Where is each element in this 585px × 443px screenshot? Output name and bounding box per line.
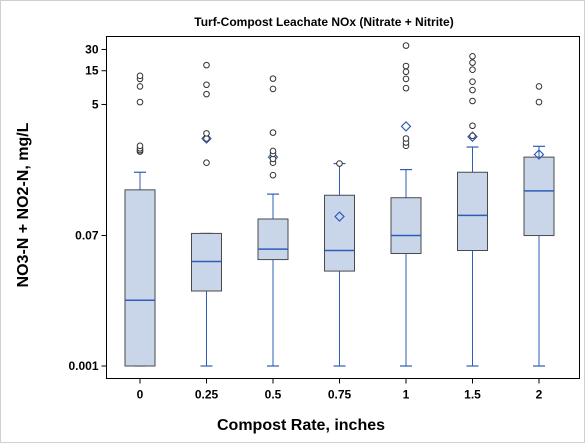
outlier-point (469, 122, 476, 130)
iqr-box (390, 197, 422, 255)
outlier-point (203, 130, 210, 137)
box-group-0.5 (257, 75, 289, 367)
outlier-point (469, 78, 476, 85)
y-tick-label: 5 (92, 97, 99, 111)
plot-area-frame (106, 36, 580, 379)
outlier-point (203, 90, 210, 98)
outlier-point (203, 61, 210, 69)
outlier-point (269, 171, 277, 179)
outlier-point (136, 98, 144, 106)
outlier-point (402, 135, 410, 142)
outlier-point (402, 42, 410, 49)
outlier-point (269, 75, 277, 82)
x-tick-label: 2 (536, 388, 543, 402)
box-group-1 (390, 42, 422, 367)
y-tick-label: 0.001 (68, 359, 98, 373)
y-axis-title: NO3-N + NO2-N, mg/L (15, 122, 32, 287)
outlier-point (469, 97, 476, 105)
mean-marker (400, 121, 412, 132)
mean-marker (201, 133, 212, 144)
outlier-point (269, 129, 277, 136)
y-tick-label: 0.07 (75, 229, 99, 243)
outlier-point (535, 98, 543, 106)
outlier-point (469, 53, 476, 60)
outlier-point (269, 85, 277, 93)
outlier-point (203, 81, 210, 89)
iqr-box (457, 171, 488, 252)
x-tick-label: 0.75 (328, 388, 352, 402)
outlier-point (203, 159, 210, 167)
iqr-box (124, 189, 156, 367)
box-group-0.25 (191, 61, 222, 367)
outlier-point (136, 72, 144, 80)
x-tick-label: 0.25 (195, 388, 219, 402)
x-tick-label: 1.5 (464, 388, 481, 402)
x-tick-label: 1 (403, 388, 410, 402)
chart-title: Turf-Compost Leachate NOx (Nitrate + Nit… (194, 15, 453, 29)
y-tick-label: 15 (85, 64, 99, 78)
box-group-2 (523, 83, 555, 367)
y-tick-label: 30 (85, 42, 99, 56)
mean-marker (533, 149, 545, 160)
x-tick-label: 0.5 (265, 388, 282, 402)
outlier-point (136, 83, 144, 90)
outlier-point (336, 160, 343, 167)
outlier-point (269, 147, 277, 155)
outlier-point (469, 132, 476, 140)
outlier-point (402, 75, 410, 83)
outlier-point (136, 142, 144, 150)
x-tick-label: 0 (137, 388, 144, 402)
outlier-point (402, 68, 410, 76)
box-group-1.5 (457, 53, 488, 367)
x-axis: 0 0.25 0.5 0.75 1 1.5 2 (137, 378, 543, 402)
box-series (124, 42, 555, 367)
x-axis-title: Compost Rate, inches (217, 417, 385, 434)
outlier-point (402, 84, 410, 92)
outlier-point (469, 86, 476, 94)
outlier-point (469, 59, 476, 66)
box-group-0.75 (324, 160, 355, 367)
outlier-point (535, 83, 543, 90)
outlier-point (469, 66, 476, 74)
iqr-box (523, 156, 555, 237)
outlier-point (402, 62, 410, 70)
mean-marker (334, 211, 345, 222)
y-axis: 0.001 0.07 5 15 30 (68, 42, 107, 373)
iqr-box (257, 218, 289, 261)
iqr-box (324, 194, 355, 272)
box-group-0 (124, 72, 156, 367)
